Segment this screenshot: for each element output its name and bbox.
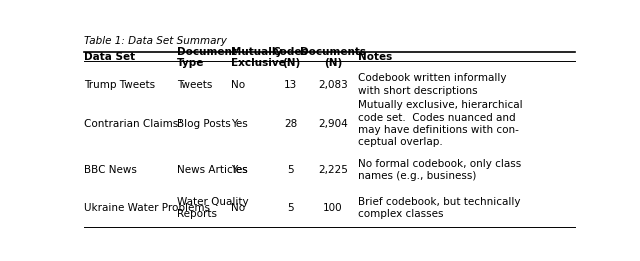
Text: Ukraine Water Problems: Ukraine Water Problems bbox=[84, 203, 210, 213]
Text: Trump Tweets: Trump Tweets bbox=[84, 80, 155, 90]
Text: Brief codebook, but technically
complex classes: Brief codebook, but technically complex … bbox=[358, 197, 520, 220]
Text: No formal codebook, only class
names (e.g., business): No formal codebook, only class names (e.… bbox=[358, 159, 521, 181]
Text: Table 1: Data Set Summary: Table 1: Data Set Summary bbox=[84, 36, 227, 46]
Text: Yes: Yes bbox=[231, 165, 248, 175]
Text: Document
Type: Document Type bbox=[177, 47, 237, 68]
Text: News Articles: News Articles bbox=[177, 165, 247, 175]
Text: 2,083: 2,083 bbox=[318, 80, 348, 90]
Text: Codebook written informally
with short descriptions: Codebook written informally with short d… bbox=[358, 73, 506, 96]
Text: Mutually
Exclusive: Mutually Exclusive bbox=[231, 47, 286, 68]
Text: 28: 28 bbox=[284, 119, 298, 129]
Text: 2,225: 2,225 bbox=[318, 165, 348, 175]
Text: Contrarian Claims¹: Contrarian Claims¹ bbox=[84, 119, 182, 129]
Text: Data Set: Data Set bbox=[84, 52, 135, 62]
Text: 100: 100 bbox=[323, 203, 343, 213]
Text: No: No bbox=[231, 203, 245, 213]
Text: No: No bbox=[231, 80, 245, 90]
Text: Yes: Yes bbox=[231, 119, 248, 129]
Text: Water Quality
Reports: Water Quality Reports bbox=[177, 197, 248, 220]
Text: 5: 5 bbox=[287, 203, 294, 213]
Text: Tweets: Tweets bbox=[177, 80, 212, 90]
Text: Blog Posts: Blog Posts bbox=[177, 119, 230, 129]
Text: BBC News: BBC News bbox=[84, 165, 137, 175]
Text: Codes
(N): Codes (N) bbox=[273, 47, 308, 68]
Text: 13: 13 bbox=[284, 80, 298, 90]
Text: Mutually exclusive, hierarchical
code set.  Codes nuanced and
may have definitio: Mutually exclusive, hierarchical code se… bbox=[358, 100, 522, 147]
Text: Documents
(N): Documents (N) bbox=[300, 47, 366, 68]
Text: Notes: Notes bbox=[358, 52, 392, 62]
Text: 2,904: 2,904 bbox=[318, 119, 348, 129]
Text: 5: 5 bbox=[287, 165, 294, 175]
